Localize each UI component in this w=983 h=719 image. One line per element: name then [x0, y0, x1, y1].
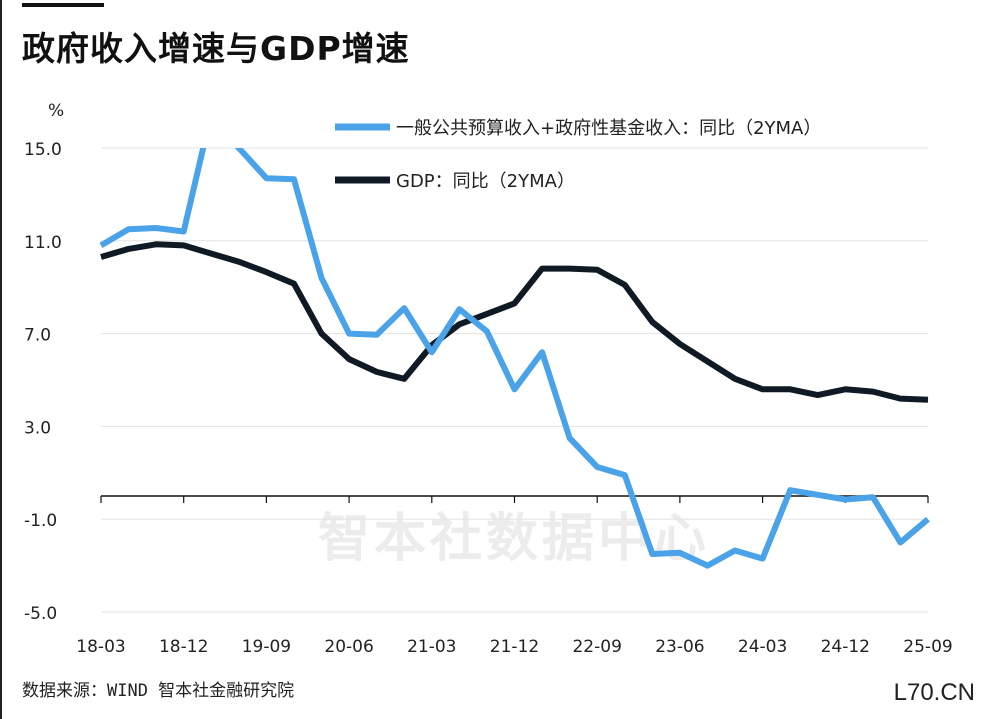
legend: 一般公共预算收入+政府性基金收入：同比（2YMA） GDP：同比（2YMA） [335, 118, 821, 192]
title-accent-bar [22, 3, 104, 7]
x-tick-label: 22-09 [572, 637, 621, 657]
legend-label-1: 一般公共预算收入+政府性基金收入：同比（2YMA） [396, 118, 821, 139]
x-tick-label: 18-03 [76, 637, 125, 657]
y-unit-label: % [48, 101, 64, 121]
site-mark: L70.CN [893, 679, 975, 706]
series-line-2 [100, 241, 929, 403]
y-tick-label: -5.0 [24, 604, 57, 624]
x-tick-label: 20-06 [324, 637, 373, 657]
x-tick-label: 21-12 [490, 637, 539, 657]
y-tick-label: -1.0 [24, 511, 57, 531]
chart-title: 政府收入增速与GDP增速 [22, 29, 410, 68]
x-tick-label: 24-03 [738, 637, 787, 657]
series-line-1 [99, 148, 930, 569]
data-source: 数据来源：WIND 智本社金融研究院 [22, 681, 295, 701]
y-tick-label: 7.0 [24, 326, 51, 346]
y-tick-label: 15.0 [24, 140, 62, 160]
x-tick-labels: 18-03 18-12 19-09 20-06 21-03 21-12 22-09 23-06… [76, 637, 952, 657]
x-tick-label: 18-12 [159, 637, 208, 657]
x-tick-label: 21-03 [407, 637, 456, 657]
legend-label-2: GDP：同比（2YMA） [396, 171, 575, 192]
x-tick-label: 24-12 [821, 637, 870, 657]
x-tick-label: 19-09 [242, 637, 291, 657]
left-border [0, 0, 2, 719]
y-tick-labels: 15.0 11.0 7.0 3.0 -1.0 -5.0 [24, 140, 62, 624]
y-tick-label: 3.0 [24, 418, 51, 438]
series-lines [99, 148, 930, 569]
grid-lines [101, 147, 928, 613]
y-tick-label: 11.0 [24, 233, 62, 253]
axes [100, 495, 929, 503]
x-tick-label: 23-06 [655, 637, 704, 657]
x-tick-label: 25-09 [903, 637, 952, 657]
